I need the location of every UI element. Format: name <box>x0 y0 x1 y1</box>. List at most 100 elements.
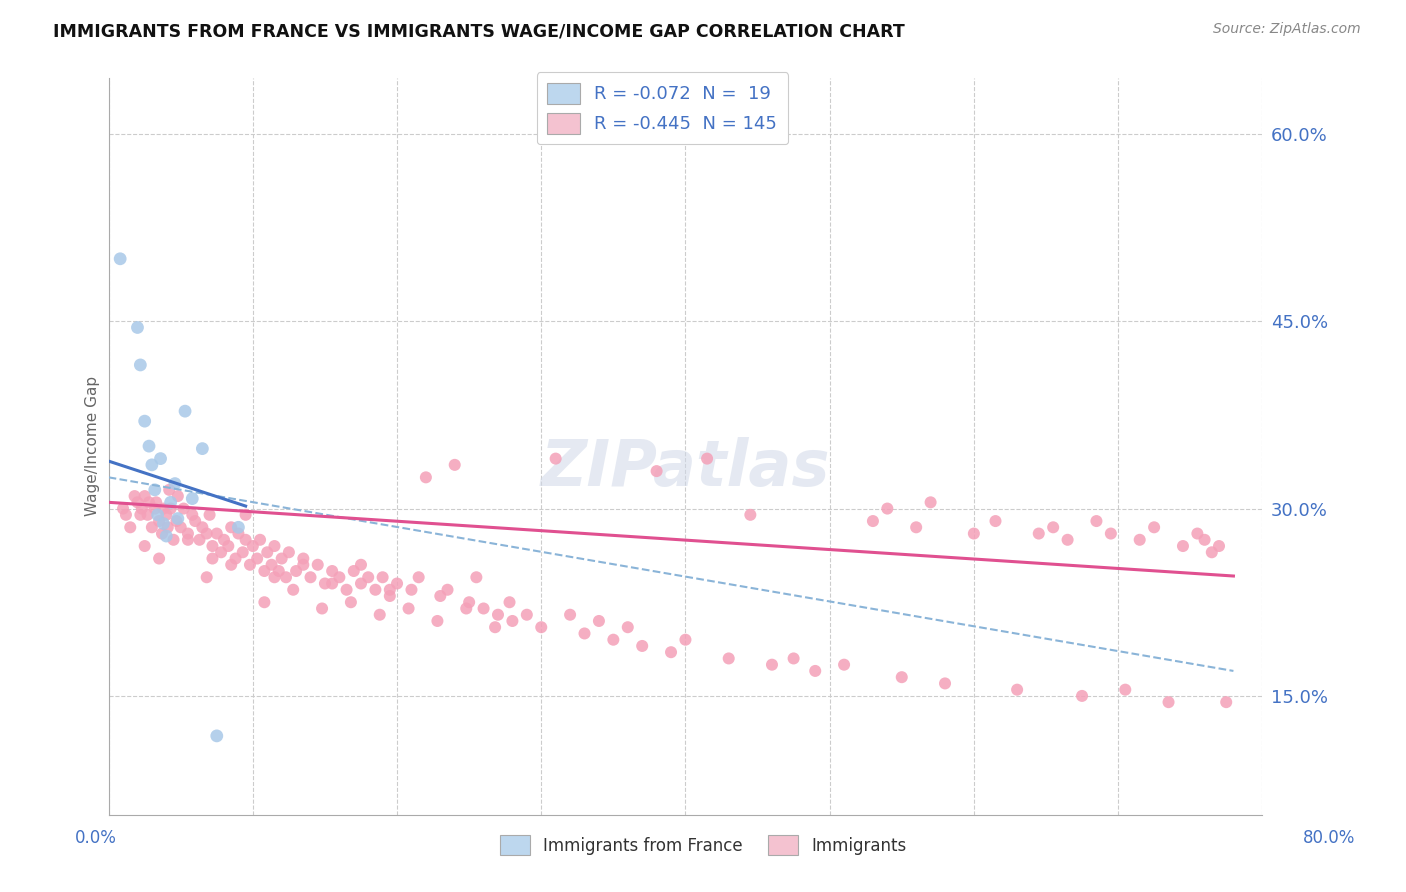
Point <box>963 526 986 541</box>
Point <box>191 520 214 534</box>
Point <box>465 570 488 584</box>
Point <box>740 508 762 522</box>
Point <box>371 570 394 584</box>
Point <box>256 545 278 559</box>
Point <box>159 501 181 516</box>
Point <box>472 601 495 615</box>
Point <box>136 508 159 522</box>
Point <box>314 576 336 591</box>
Point <box>146 508 169 522</box>
Point <box>426 614 449 628</box>
Point <box>530 620 553 634</box>
Point <box>155 508 177 522</box>
Point <box>127 320 149 334</box>
Point <box>212 533 235 547</box>
Point <box>340 595 363 609</box>
Point <box>235 533 257 547</box>
Point <box>157 483 180 497</box>
Point <box>588 614 610 628</box>
Point <box>1187 526 1209 541</box>
Point <box>645 464 668 478</box>
Point <box>253 564 276 578</box>
Point <box>415 470 437 484</box>
Point <box>1215 695 1237 709</box>
Text: Source: ZipAtlas.com: Source: ZipAtlas.com <box>1213 22 1361 37</box>
Point <box>1005 682 1028 697</box>
Point <box>498 595 520 609</box>
Point <box>1099 526 1122 541</box>
Point <box>436 582 458 597</box>
Point <box>232 545 254 559</box>
Point <box>134 539 156 553</box>
Point <box>112 501 135 516</box>
Point <box>201 551 224 566</box>
Point <box>1028 526 1050 541</box>
Point <box>516 607 538 622</box>
Point <box>335 582 357 597</box>
Legend: Immigrants from France, Immigrants: Immigrants from France, Immigrants <box>494 829 912 862</box>
Point <box>385 576 408 591</box>
Point <box>934 676 956 690</box>
Point <box>486 607 509 622</box>
Point <box>129 358 152 372</box>
Point <box>134 489 156 503</box>
Point <box>782 651 804 665</box>
Point <box>311 601 333 615</box>
Point <box>905 520 928 534</box>
Point <box>228 520 250 534</box>
Point <box>285 564 308 578</box>
Point <box>602 632 624 647</box>
Point <box>350 558 373 572</box>
Point <box>408 570 430 584</box>
Point <box>1171 539 1194 553</box>
Point <box>219 558 242 572</box>
Point <box>263 539 285 553</box>
Point <box>260 558 283 572</box>
Point <box>277 545 299 559</box>
Point <box>152 516 174 531</box>
Point <box>398 601 420 615</box>
Point <box>129 508 152 522</box>
Point <box>696 451 718 466</box>
Point <box>253 595 276 609</box>
Point <box>263 570 285 584</box>
Point <box>195 570 218 584</box>
Point <box>1085 514 1108 528</box>
Point <box>890 670 912 684</box>
Text: IMMIGRANTS FROM FRANCE VS IMMIGRANTS WAGE/INCOME GAP CORRELATION CHART: IMMIGRANTS FROM FRANCE VS IMMIGRANTS WAG… <box>53 22 905 40</box>
Point <box>138 439 160 453</box>
Point <box>429 589 451 603</box>
Point <box>307 558 329 572</box>
Point <box>350 576 373 591</box>
Point <box>205 526 228 541</box>
Point <box>267 564 290 578</box>
Point <box>219 520 242 534</box>
Point <box>138 495 160 509</box>
Point <box>145 495 167 509</box>
Point <box>148 551 170 566</box>
Point <box>1056 533 1078 547</box>
Point <box>292 558 315 572</box>
Point <box>188 533 211 547</box>
Point <box>544 451 567 466</box>
Point <box>141 458 163 472</box>
Point <box>378 589 401 603</box>
Point <box>1143 520 1166 534</box>
Point <box>143 501 166 516</box>
Point <box>832 657 855 672</box>
Point <box>1071 689 1094 703</box>
Point <box>321 564 343 578</box>
Point <box>131 501 153 516</box>
Point <box>1201 545 1223 559</box>
Point <box>181 508 204 522</box>
Point <box>166 489 188 503</box>
Point <box>631 639 654 653</box>
Point <box>124 489 146 503</box>
Point <box>292 551 315 566</box>
Legend: R = -0.072  N =  19, R = -0.445  N = 145: R = -0.072 N = 19, R = -0.445 N = 145 <box>537 72 789 145</box>
Point <box>148 514 170 528</box>
Point <box>173 501 195 516</box>
Point <box>984 514 1007 528</box>
Point <box>149 451 172 466</box>
Point <box>239 558 262 572</box>
